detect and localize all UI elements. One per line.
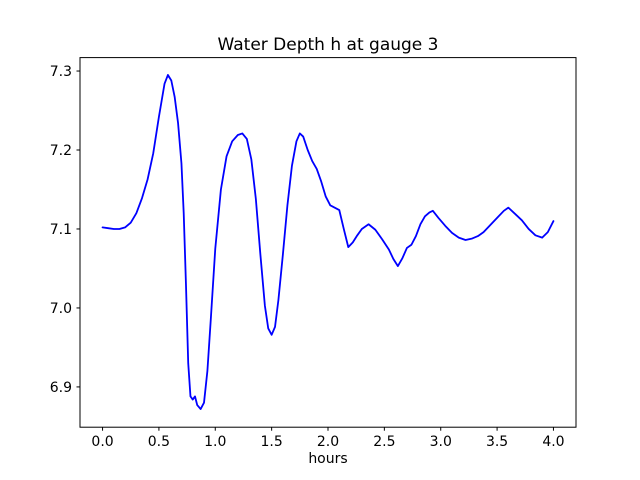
y-tick-label: 7.0 bbox=[50, 301, 72, 317]
x-tick-label: 1.5 bbox=[261, 434, 283, 450]
x-tick-label: 0.5 bbox=[148, 434, 170, 450]
x-tick-label: 1.0 bbox=[204, 434, 226, 450]
y-tick-label: 7.2 bbox=[50, 143, 72, 159]
x-tick-label: 4.0 bbox=[542, 434, 564, 450]
chart-title: Water Depth h at gauge 3 bbox=[218, 35, 439, 55]
axis-ticks: 0.0 0.5 1.0 1.5 2.0 2.5 3.0 3.5 4.0 6.9 7.0 7.1 7.2 7… bbox=[50, 64, 565, 450]
x-axis-label: hours bbox=[308, 451, 347, 467]
x-tick-label: 3.0 bbox=[430, 434, 452, 450]
data-line-series bbox=[101, 74, 555, 410]
x-tick-label: 3.5 bbox=[486, 434, 508, 450]
plot-border-spines bbox=[79, 57, 577, 428]
y-tick-label: 7.1 bbox=[50, 222, 72, 238]
x-tick-label: 2.0 bbox=[317, 434, 339, 450]
y-tick-label: 7.3 bbox=[50, 64, 72, 80]
x-tick-label: 0.0 bbox=[91, 434, 113, 450]
y-tick-label: 6.9 bbox=[50, 380, 72, 396]
x-tick-label: 2.5 bbox=[373, 434, 395, 450]
